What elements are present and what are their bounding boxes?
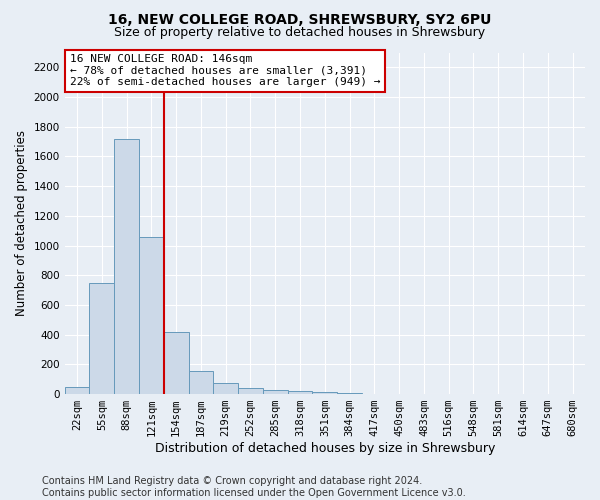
Text: 16 NEW COLLEGE ROAD: 146sqm
← 78% of detached houses are smaller (3,391)
22% of : 16 NEW COLLEGE ROAD: 146sqm ← 78% of det… xyxy=(70,54,380,88)
Bar xyxy=(238,388,263,394)
Bar xyxy=(214,383,238,394)
Bar xyxy=(287,391,313,394)
Y-axis label: Number of detached properties: Number of detached properties xyxy=(15,130,28,316)
Bar xyxy=(89,282,114,394)
Bar xyxy=(65,386,89,394)
X-axis label: Distribution of detached houses by size in Shrewsbury: Distribution of detached houses by size … xyxy=(155,442,495,455)
Text: 16, NEW COLLEGE ROAD, SHREWSBURY, SY2 6PU: 16, NEW COLLEGE ROAD, SHREWSBURY, SY2 6P… xyxy=(109,12,491,26)
Text: Contains HM Land Registry data © Crown copyright and database right 2024.
Contai: Contains HM Land Registry data © Crown c… xyxy=(42,476,466,498)
Bar xyxy=(263,390,287,394)
Bar xyxy=(114,138,139,394)
Bar xyxy=(188,371,214,394)
Bar xyxy=(313,392,337,394)
Bar xyxy=(139,236,164,394)
Text: Size of property relative to detached houses in Shrewsbury: Size of property relative to detached ho… xyxy=(115,26,485,39)
Bar xyxy=(164,332,188,394)
